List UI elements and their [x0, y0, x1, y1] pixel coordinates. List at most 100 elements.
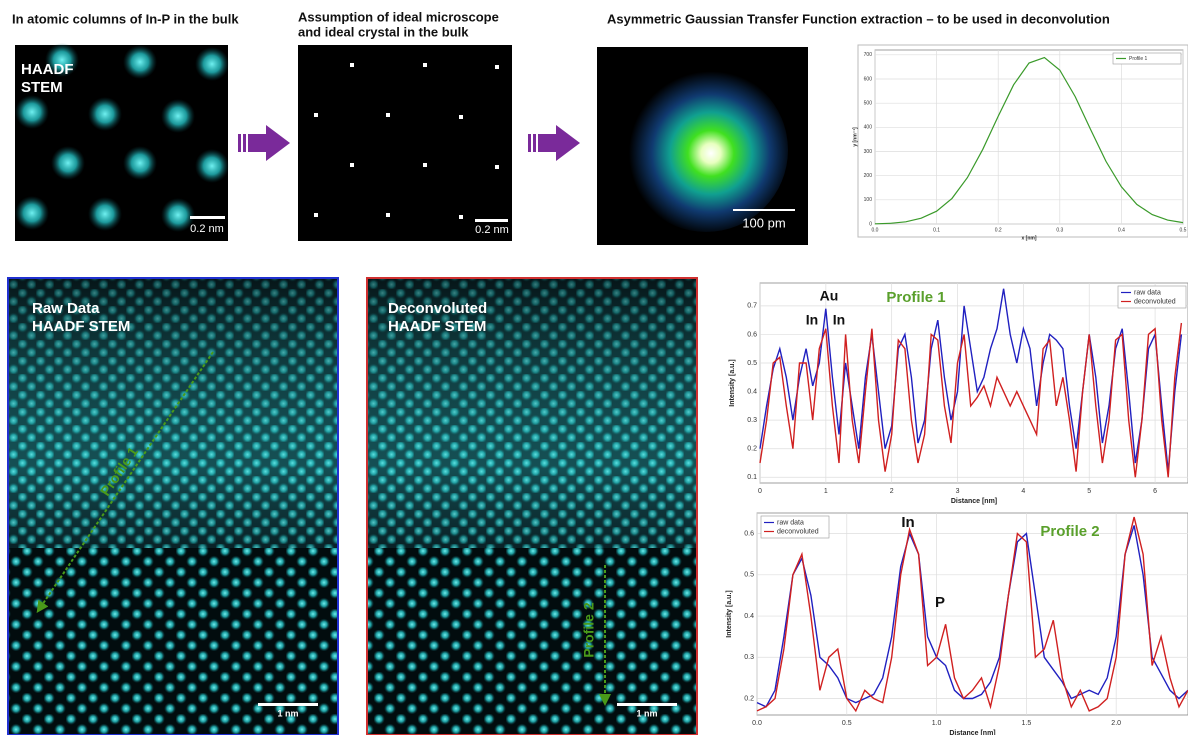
deconvoluted-image — [367, 278, 697, 735]
y-tick-label: 600 — [864, 76, 873, 82]
x-axis-label: x [nm] — [1022, 235, 1037, 241]
ideal-dot — [423, 163, 427, 167]
x-axis-label: Distance [nm] — [951, 498, 997, 505]
atom-blob — [88, 197, 122, 231]
y-tick-label: 0.6 — [744, 530, 754, 537]
legend-label: Profile 1 — [1129, 56, 1148, 62]
arrow — [238, 125, 290, 161]
x-tick-label: 0.0 — [872, 227, 879, 233]
x-tick-label: 1.0 — [932, 720, 942, 727]
chart-frame — [858, 45, 1188, 237]
image-label: HAADF — [21, 61, 74, 78]
x-tick-label: 0.2 — [995, 227, 1002, 233]
annotation: Profile 1 — [886, 289, 945, 306]
atom-blob — [123, 146, 157, 180]
figure: In atomic columns of In-P in the bulk As… — [0, 0, 1188, 735]
ideal-dot — [459, 215, 463, 219]
image-label: HAADF STEM — [32, 318, 130, 335]
atom-blob — [15, 95, 49, 129]
image-label: HAADF STEM — [388, 318, 486, 335]
x-tick-label: 0.1 — [933, 227, 940, 233]
scale-bar — [617, 703, 677, 706]
y-tick-label: 0.5 — [747, 360, 757, 367]
x-tick-label: 0.3 — [1056, 227, 1063, 233]
scale-label: 100 pm — [742, 215, 785, 230]
scale-bar — [733, 209, 795, 211]
x-tick-label: 0 — [758, 488, 762, 495]
y-tick-label: 0.4 — [744, 613, 754, 620]
ideal-dot — [386, 213, 390, 217]
ideal-image — [298, 45, 512, 241]
ideal-dot — [495, 165, 499, 169]
annotation: Profile 2 — [1040, 523, 1099, 540]
ideal-dot — [386, 113, 390, 117]
x-tick-label: 2.0 — [1111, 720, 1121, 727]
atom-blob — [195, 149, 229, 183]
scale-label: 1 nm — [636, 708, 657, 718]
annotation: In — [833, 312, 845, 328]
ideal-dot — [350, 163, 354, 167]
ideal-dot — [459, 115, 463, 119]
scale-bar — [190, 216, 225, 219]
x-tick-label: 6 — [1153, 488, 1157, 495]
atom-blob — [15, 196, 49, 230]
chart: 0.2 0.3 0.4 0.5 0.6 0.0 0.5 1.0 1.5 2.0 Distance [… — [726, 507, 1188, 735]
ideal-dot — [495, 65, 499, 69]
x-axis-label: Distance [nm] — [949, 730, 995, 735]
arrow — [528, 125, 580, 161]
atom-blob — [51, 146, 85, 180]
atom-blob — [88, 97, 122, 131]
chart: 0.10.20.30.40.50.60.70123456Distance [nm… — [729, 278, 1188, 505]
y-tick-label: 700 — [864, 52, 873, 58]
y-tick-label: 300 — [864, 149, 873, 155]
scale-bar — [258, 703, 318, 706]
y-axis-label: y [nm⁻¹] — [852, 127, 858, 147]
chart-frame — [737, 278, 1188, 503]
y-tick-label: 0.2 — [747, 446, 757, 453]
y-tick-label: 500 — [864, 100, 873, 106]
legend-label: deconvoluted — [1134, 298, 1176, 305]
y-tick-label: 0.3 — [744, 654, 754, 661]
psf-spot — [624, 68, 788, 232]
x-tick-label: 1.5 — [1022, 720, 1032, 727]
image-label: STEM — [21, 79, 63, 96]
ideal-dot — [314, 113, 318, 117]
y-tick-label: 100 — [864, 197, 873, 203]
y-tick-label: 0.2 — [744, 695, 754, 702]
scale-label: 1 nm — [277, 708, 298, 718]
legend-label: raw data — [777, 519, 804, 526]
y-tick-label: 0.1 — [747, 474, 757, 481]
image-label: Deconvoluted — [388, 300, 487, 317]
atom-blob — [161, 99, 195, 133]
x-tick-label: 0.5 — [842, 720, 852, 727]
annotation: Au — [820, 288, 839, 304]
y-tick-label: 0.7 — [747, 303, 757, 310]
ideal-dot — [350, 63, 354, 67]
x-tick-label: 3 — [956, 488, 960, 495]
annotation: In — [806, 312, 818, 328]
scale-bar — [475, 219, 508, 222]
x-tick-label: 5 — [1087, 488, 1091, 495]
y-tick-label: 0.4 — [747, 388, 757, 395]
annotation: In — [901, 514, 914, 531]
y-tick-label: 400 — [864, 125, 873, 131]
x-tick-label: 0.0 — [752, 720, 762, 727]
legend-label: deconvoluted — [777, 528, 819, 535]
x-tick-label: 0.4 — [1118, 227, 1125, 233]
scale-label: 0.2 nm — [190, 223, 224, 235]
legend-label: raw data — [1134, 289, 1161, 296]
y-tick-label: 0.5 — [744, 572, 754, 579]
atom-blob — [195, 47, 229, 81]
x-tick-label: 0.5 — [1180, 227, 1187, 233]
x-tick-label: 1 — [824, 488, 828, 495]
y-axis-label: Intensity [a.u.] — [726, 590, 733, 637]
image-label: Raw Data — [32, 300, 100, 317]
raw-image — [8, 278, 338, 735]
x-tick-label: 2 — [890, 488, 894, 495]
y-axis-label: Intensity [a.u.] — [729, 359, 736, 406]
y-tick-label: 0.6 — [747, 331, 757, 338]
panel-title: Assumption of ideal microscope — [298, 9, 499, 24]
panel-title: and ideal crystal in the bulk — [298, 24, 469, 39]
y-tick-label: 200 — [864, 173, 873, 179]
